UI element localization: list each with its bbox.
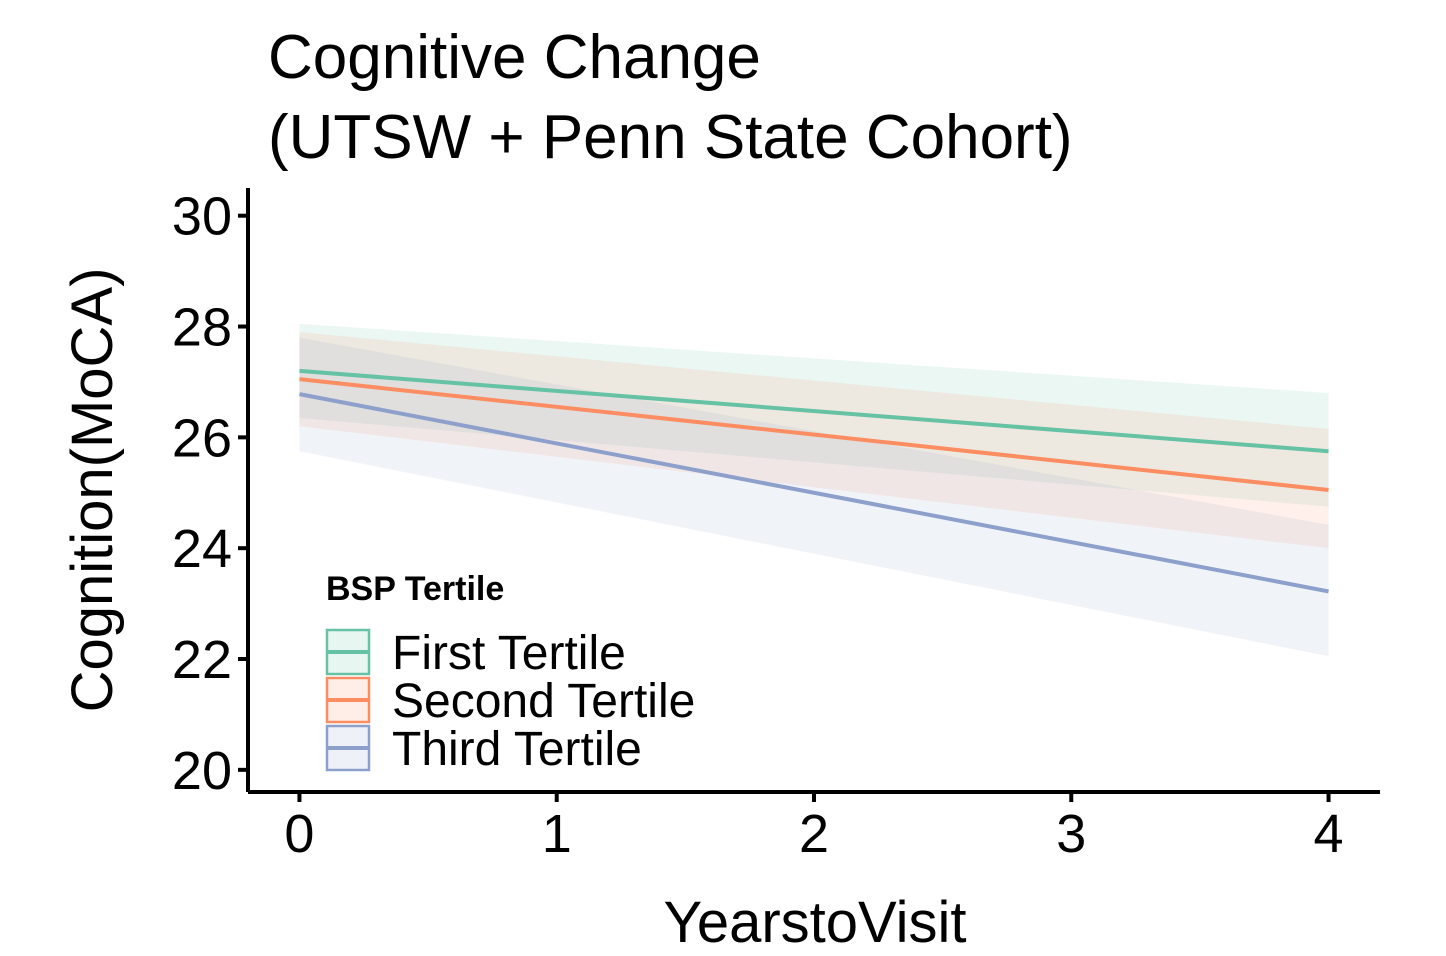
y-tick-label: 24 [172, 519, 232, 579]
series-line-3 [299, 392, 1329, 594]
chart-title-line-1: Cognitive Change [268, 23, 761, 92]
x-axis-ticks: 0 1 2 3 4 [284, 792, 1344, 864]
confidence-band-2 [299, 332, 1329, 549]
legend-item: Third Tertile [325, 723, 642, 776]
y-tick-label: 20 [172, 741, 232, 801]
legend-item: First Tertile [325, 627, 626, 680]
legend-label: Second Tertile [392, 675, 695, 728]
x-tick-label: 4 [1314, 804, 1344, 864]
y-tick-label: 28 [172, 298, 232, 358]
legend-label: First Tertile [392, 627, 626, 680]
legend-label: Third Tertile [392, 723, 642, 776]
x-tick-label: 0 [284, 804, 314, 864]
y-tick-label: 26 [172, 408, 232, 468]
y-tick-label: 22 [172, 630, 232, 690]
confidence-band-3 [299, 337, 1329, 657]
x-tick-label: 2 [799, 804, 829, 864]
legend-title: BSP Tertile [326, 570, 504, 608]
series-line-1 [299, 368, 1329, 454]
x-axis-title: YearstoVisit [663, 890, 966, 955]
y-axis-title: Cognition(MoCA) [60, 268, 125, 713]
chart-title-line-2: (UTSW + Penn State Cohort) [268, 103, 1073, 172]
x-tick-label: 3 [1056, 804, 1086, 864]
legend-item: Second Tertile [325, 675, 695, 728]
series-lines [299, 368, 1329, 594]
x-tick-label: 1 [542, 804, 572, 864]
y-tick-label: 30 [172, 187, 232, 247]
chart-title: Cognitive Change (UTSW + Penn State Coho… [268, 23, 1073, 172]
y-axis-ticks: 20 22 24 26 28 30 [172, 187, 248, 801]
series-line-2 [299, 377, 1329, 492]
